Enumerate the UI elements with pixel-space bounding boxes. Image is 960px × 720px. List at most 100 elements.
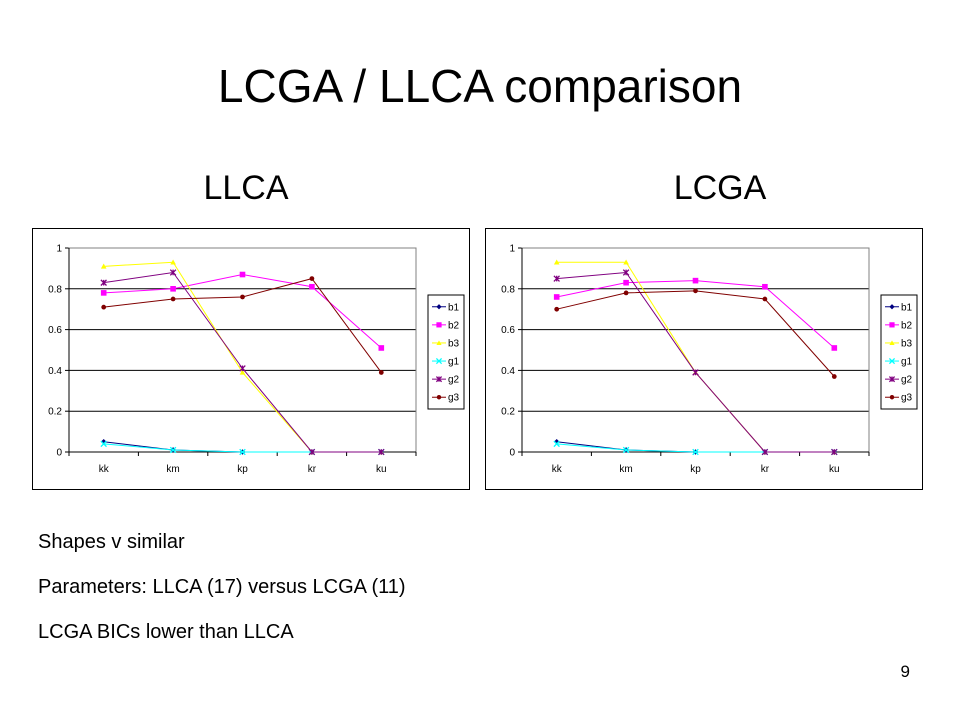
series-line-g2 — [103, 271, 382, 453]
series-b2 — [553, 277, 838, 351]
data-point-b3 — [623, 259, 629, 265]
legend-label: b1 — [901, 302, 913, 313]
legend-label: b2 — [448, 320, 460, 331]
data-point-b2 — [309, 283, 315, 290]
x-tick-label: kk — [99, 464, 110, 475]
page-number: 9 — [900, 662, 910, 681]
data-point-b1 — [100, 439, 107, 445]
x-tick-label: km — [166, 464, 179, 475]
data-point-b3 — [239, 369, 246, 375]
x-tick-label: kp — [690, 464, 701, 475]
data-point-g2 — [100, 279, 107, 286]
legend-box — [427, 294, 465, 410]
plot-area — [68, 247, 417, 453]
data-point-g3 — [170, 296, 176, 302]
data-point-g2 — [761, 448, 769, 456]
data-point-g2 — [553, 275, 560, 282]
data-point-g1 — [239, 448, 246, 456]
note-shapes: Shapes v similar — [38, 531, 185, 553]
x-tick-label: kr — [308, 464, 317, 475]
data-point-g3 — [762, 296, 768, 302]
y-tick-label: 0.6 — [48, 325, 62, 336]
lcga-heading: LCGA — [673, 169, 767, 207]
y-tick-label: 0 — [56, 448, 62, 459]
data-point-g3 — [831, 374, 837, 379]
slide-title: LCGA / LLCA comparison — [217, 60, 743, 112]
data-point-g2 — [239, 365, 246, 372]
data-point-b2 — [378, 345, 385, 351]
legend-marker — [888, 357, 896, 365]
data-point-b2 — [831, 345, 838, 351]
series-g1 — [553, 440, 838, 456]
legend-marker — [436, 340, 442, 346]
data-point-b3 — [170, 259, 176, 265]
data-point-g3 — [240, 294, 245, 300]
y-tick-label: 0.4 — [501, 366, 515, 377]
y-tick-label: 0.8 — [48, 284, 62, 295]
legend-marker — [888, 376, 896, 383]
x-tick-label: ku — [376, 464, 387, 475]
data-point-b3 — [100, 263, 107, 269]
y-tick-label: 0.8 — [501, 284, 515, 295]
legend-marker — [889, 340, 895, 346]
legend-marker — [436, 322, 442, 328]
legend-label: g2 — [901, 375, 913, 386]
legend-label: b1 — [448, 302, 460, 313]
legend-label: g2 — [448, 375, 460, 386]
legend-label: g1 — [901, 357, 913, 368]
data-point-g1 — [622, 446, 630, 454]
data-point-b2 — [553, 294, 560, 300]
legend-marker — [435, 376, 443, 383]
legend-marker — [436, 395, 442, 400]
legend-label: g3 — [901, 393, 913, 404]
series-b2 — [100, 271, 385, 351]
series-g3 — [101, 276, 384, 375]
data-point-g2 — [622, 269, 630, 276]
data-point-b2 — [762, 283, 768, 290]
data-point-g3 — [309, 276, 315, 281]
y-tick-label: 0 — [509, 448, 515, 459]
data-point-g3 — [378, 370, 384, 375]
data-point-g2 — [692, 369, 699, 376]
llca-heading: LLCA — [203, 169, 289, 207]
legend-label: g1 — [448, 357, 460, 368]
legend-marker — [889, 395, 895, 400]
series-g2 — [100, 269, 385, 456]
legend-marker — [435, 357, 443, 365]
x-tick-label: ku — [829, 464, 840, 475]
legend-label: b2 — [901, 320, 913, 331]
data-point-g3 — [101, 304, 107, 310]
data-point-g2 — [378, 448, 385, 456]
legend: b1 b2 b3 g1 g2 g3 — [880, 294, 918, 410]
x-tick-label: kk — [552, 464, 563, 475]
llca-chart-svg: 0 0.2 0.4 0.6 0.8 1 kk km kp kr ku b1 b2 b3 g1 g2 g3 — [48, 244, 465, 475]
x-tick-label: kr — [761, 464, 770, 475]
legend-marker — [436, 304, 442, 310]
y-tick-label: 0.2 — [501, 407, 515, 418]
data-point-b3 — [553, 259, 560, 265]
data-point-g2 — [169, 269, 177, 276]
data-point-g2 — [308, 448, 316, 456]
series-line-g3 — [556, 290, 835, 377]
series-g2 — [553, 269, 838, 456]
series-g1 — [100, 440, 385, 456]
legend-marker — [889, 322, 895, 328]
data-point-b2 — [239, 271, 246, 278]
legend-marker — [889, 304, 895, 310]
data-point-b2 — [100, 290, 107, 296]
data-point-g3 — [623, 290, 629, 296]
data-point-g2 — [831, 448, 838, 456]
series-g3 — [554, 288, 837, 379]
data-point-g1 — [100, 440, 107, 448]
data-point-g3 — [554, 306, 560, 312]
data-point-g1 — [169, 446, 177, 454]
y-tick-label: 0.2 — [48, 407, 62, 418]
series-line-g3 — [103, 278, 382, 373]
lcga-chart-svg: 0 0.2 0.4 0.6 0.8 1 kk km kp kr ku b1 b2 b3 g1 g2 g3 — [501, 244, 918, 475]
data-point-g1 — [553, 440, 560, 448]
data-point-g3 — [693, 288, 698, 294]
series-line-b2 — [103, 274, 382, 349]
legend-label: g3 — [448, 393, 460, 404]
x-tick-label: kp — [237, 464, 248, 475]
x-tick-label: km — [619, 464, 632, 475]
